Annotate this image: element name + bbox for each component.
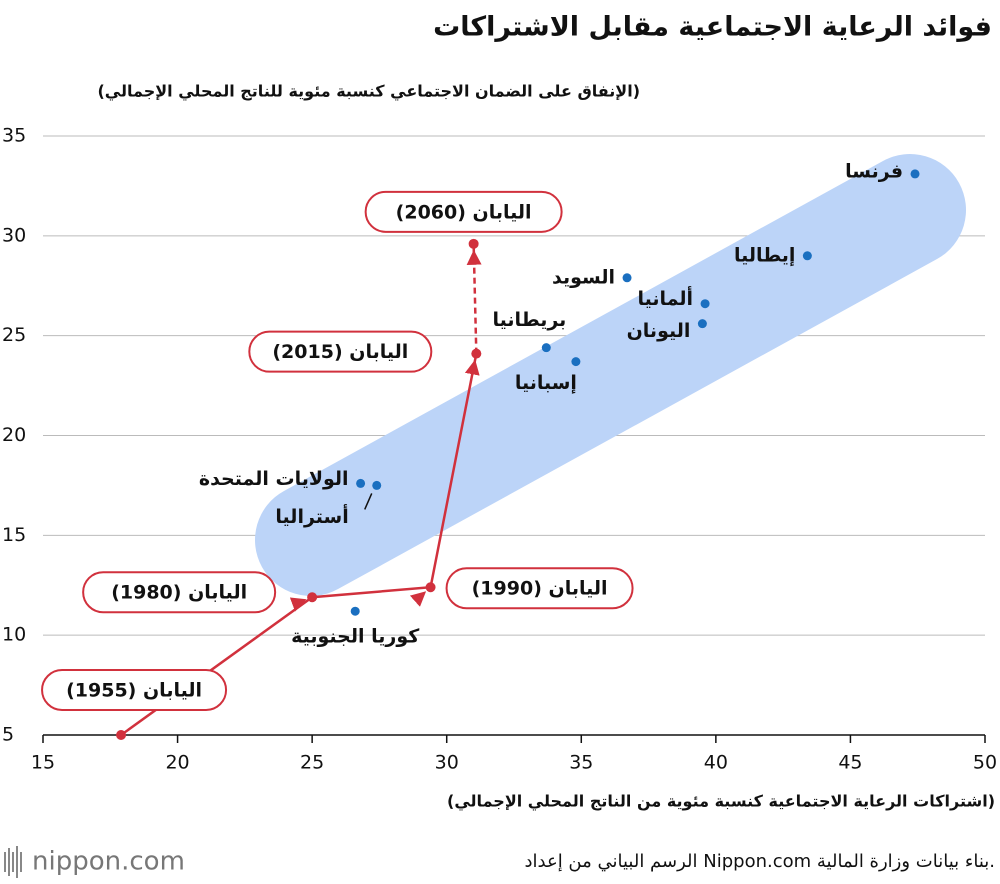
japan-label: اليابان (2015) — [272, 341, 408, 363]
source: الرسم البياني من إعداد Nippon.com بناء ب… — [524, 851, 995, 872]
japan-point — [425, 582, 436, 593]
x-tick-label: 50 — [973, 752, 997, 774]
japan-label-box — [41, 669, 228, 711]
y-tick-label: 10 — [2, 624, 26, 646]
japan-point — [116, 730, 127, 740]
x-axis-label: (اشتراكات الرعاية الاجتماعية كنسبة مئوية… — [447, 792, 995, 812]
point-label: فرنسا — [845, 160, 903, 182]
point-label: السويد — [552, 266, 615, 288]
data-point — [622, 273, 632, 283]
x-tick-label: 25 — [300, 752, 324, 774]
y-tick-label: 30 — [2, 224, 26, 246]
point-label: كوريا الجنوبية — [291, 626, 420, 648]
point-label: ألمانيا — [638, 286, 694, 310]
data-point — [802, 251, 812, 261]
japan-line — [120, 353, 480, 737]
y-tick-label: 35 — [2, 125, 26, 147]
data-point — [700, 299, 710, 309]
japan-point — [307, 592, 318, 603]
japan-point — [471, 348, 482, 359]
logo-icon — [4, 846, 22, 878]
x-tick-label: 45 — [838, 752, 862, 774]
point-label: أستراليا — [275, 504, 348, 528]
y-tick-label: 15 — [2, 524, 26, 546]
highlight-band — [255, 154, 966, 596]
data-point — [910, 169, 920, 179]
y-tick-label: 20 — [2, 424, 26, 446]
data-point — [350, 606, 360, 616]
japan-label-box — [445, 567, 634, 610]
japan-label-box — [248, 330, 433, 373]
japan-label-box — [82, 571, 277, 614]
x-tick-label: 40 — [704, 752, 728, 774]
japan-point — [468, 238, 479, 249]
y-axis-label: (الإنفاق على الضمان الاجتماعي كنسبة مئوي… — [97, 82, 640, 102]
data-point — [372, 480, 382, 490]
x-tick-label: 15 — [31, 752, 55, 774]
data-point — [697, 319, 707, 329]
x-tick-label: 20 — [165, 752, 189, 774]
y-tick-label: 25 — [2, 324, 26, 346]
point-label: اليونان — [627, 320, 691, 342]
x-tick-label: 35 — [569, 752, 593, 774]
point-label: الولايات المتحدة — [199, 468, 349, 490]
japan-label: اليابان (2060) — [396, 201, 532, 223]
japan-label: اليابان (1980) — [111, 582, 247, 604]
data-point — [356, 478, 366, 488]
point-label: إيطاليا — [734, 244, 795, 266]
chart-title: فوائد الرعاية الاجتماعية مقابل الاشتراكا… — [433, 12, 992, 43]
data-point — [571, 357, 581, 367]
point-label: إسبانيا — [515, 372, 577, 394]
data-point — [541, 343, 551, 353]
japan-projection — [466, 243, 482, 354]
japan-label-box — [364, 190, 563, 233]
y-tick-label: 5 — [2, 724, 14, 746]
x-tick-label: 30 — [435, 752, 459, 774]
japan-label: اليابان (1955) — [66, 680, 202, 702]
logo: nippon.com — [32, 847, 185, 877]
japan-label: اليابان (1990) — [472, 578, 608, 600]
point-label: بريطانيا — [493, 309, 567, 331]
